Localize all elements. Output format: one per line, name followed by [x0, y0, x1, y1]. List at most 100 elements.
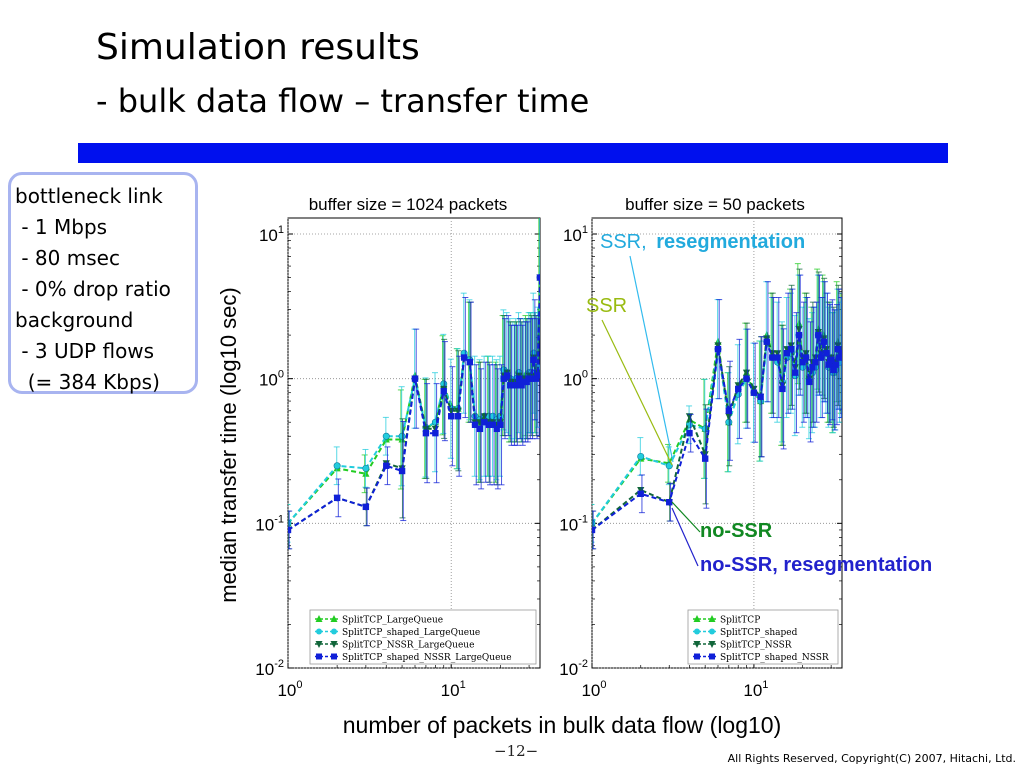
legend-marker	[330, 641, 338, 648]
legend: SplitTCP SplitTCP_shaped SplitTCP_NSSR Spli…	[687, 609, 839, 665]
data-point	[714, 345, 722, 353]
data-point	[398, 467, 406, 475]
y-tick-exponent: 1	[582, 224, 588, 236]
data-point	[530, 356, 537, 364]
legend-box	[309, 609, 537, 665]
data-point	[485, 421, 493, 428]
data-point	[592, 526, 596, 534]
data-point	[512, 382, 520, 389]
y-tick-base: 10	[563, 371, 582, 390]
y-tick-base: 10	[559, 515, 578, 534]
data-point	[823, 349, 830, 357]
data-point	[362, 503, 370, 511]
y-tick-base: 10	[255, 660, 274, 679]
data-point	[769, 354, 776, 361]
data-point	[827, 356, 835, 364]
plot-area	[592, 263, 842, 550]
x-tick-exponent: 0	[600, 679, 606, 691]
data-point	[783, 349, 791, 357]
data-point	[362, 464, 370, 472]
y-tick-label: 101	[563, 224, 588, 245]
left-panel-title: buffer size = 1024 packets	[309, 195, 508, 214]
data-point	[836, 354, 842, 361]
data-point	[497, 421, 504, 428]
x-axis-label: number of packets in bulk data flow (log…	[343, 712, 782, 738]
legend-marker	[316, 628, 322, 635]
data-point	[288, 526, 292, 534]
x-tick-label: 101	[441, 679, 466, 700]
data-point	[476, 425, 484, 433]
plot-area	[288, 218, 540, 550]
page-number: −12−	[494, 742, 539, 760]
data-point	[820, 338, 827, 345]
annotation-nossr-resegmentation: no-SSR, resegmentation	[700, 554, 932, 576]
y-tick-exponent: -2	[578, 658, 588, 670]
data-point	[471, 421, 479, 428]
data-point	[518, 382, 525, 389]
y-tick-label: 100	[563, 369, 588, 390]
data-point	[825, 361, 832, 368]
y-tick-label: 101	[259, 224, 284, 245]
y-tick-label: 10-1	[559, 513, 588, 534]
data-point	[714, 342, 722, 350]
y-tick-base: 10	[255, 515, 274, 534]
data-point	[422, 429, 430, 437]
data-point	[454, 413, 462, 420]
annotation-ssr-resegmentation: SSR, resegmentation	[600, 231, 805, 253]
y-tick-label: 100	[259, 369, 284, 390]
y-tick-label: 10-1	[255, 513, 284, 534]
data-point	[440, 387, 447, 395]
y-tick-exponent: 1	[278, 224, 284, 236]
data-point	[725, 407, 733, 414]
y-tick-base: 10	[259, 371, 278, 390]
plot-frame	[591, 217, 843, 669]
legend-marker	[694, 653, 700, 660]
data-point	[763, 338, 770, 345]
data-point	[686, 429, 693, 437]
series-splittcp-shaped-nssr	[592, 274, 842, 550]
x-tick-exponent: 1	[460, 679, 466, 691]
data-point	[795, 326, 803, 334]
y-tick-base: 10	[563, 226, 582, 245]
data-point	[832, 361, 839, 368]
data-point	[792, 369, 799, 376]
data-point	[448, 413, 455, 420]
data-point	[536, 274, 540, 281]
data-point	[795, 331, 803, 339]
annotation-leader-nossr	[671, 501, 701, 533]
data-point	[802, 354, 810, 361]
legend-label: SplitTCP_LargeQueue	[342, 616, 443, 626]
data-point	[637, 486, 645, 494]
data-point	[701, 455, 709, 462]
legend-label: SplitTCP_NSSR	[720, 641, 792, 651]
legend-label: SplitTCP_shaped_NSSR	[720, 653, 829, 663]
data-point	[815, 331, 822, 339]
conditions-line: - 0% drop ratio	[15, 277, 171, 301]
data-point	[806, 378, 813, 386]
copyright-notice: All Rights Reserved, Copyright(C) 2007, …	[727, 752, 1016, 765]
annotation-resegmentation: resegmentation	[656, 231, 805, 253]
conditions-line: - 80 msec	[15, 246, 120, 270]
annotation-leader-nossr-reseg	[671, 507, 699, 567]
accent-bar	[78, 143, 948, 163]
y-tick-base: 10	[559, 660, 578, 679]
data-point	[637, 490, 644, 498]
legend-label: SplitTCP_shaped	[720, 628, 798, 638]
data-point	[528, 375, 535, 382]
data-point	[480, 413, 489, 421]
legend-marker	[693, 615, 701, 622]
data-point	[787, 342, 795, 350]
data-point	[411, 375, 419, 382]
data-point	[382, 432, 390, 440]
data-point	[830, 366, 837, 374]
legend-marker	[316, 653, 322, 660]
data-point	[773, 350, 782, 358]
data-point	[333, 494, 341, 502]
y-tick-exponent: 0	[582, 369, 588, 381]
legend-marker	[330, 615, 338, 622]
data-point	[725, 413, 733, 421]
data-point	[834, 342, 842, 350]
x-tick-label: 100	[581, 679, 606, 700]
legend-label: SplitTCP_shaped_NSSR_LargeQueue	[342, 653, 512, 663]
